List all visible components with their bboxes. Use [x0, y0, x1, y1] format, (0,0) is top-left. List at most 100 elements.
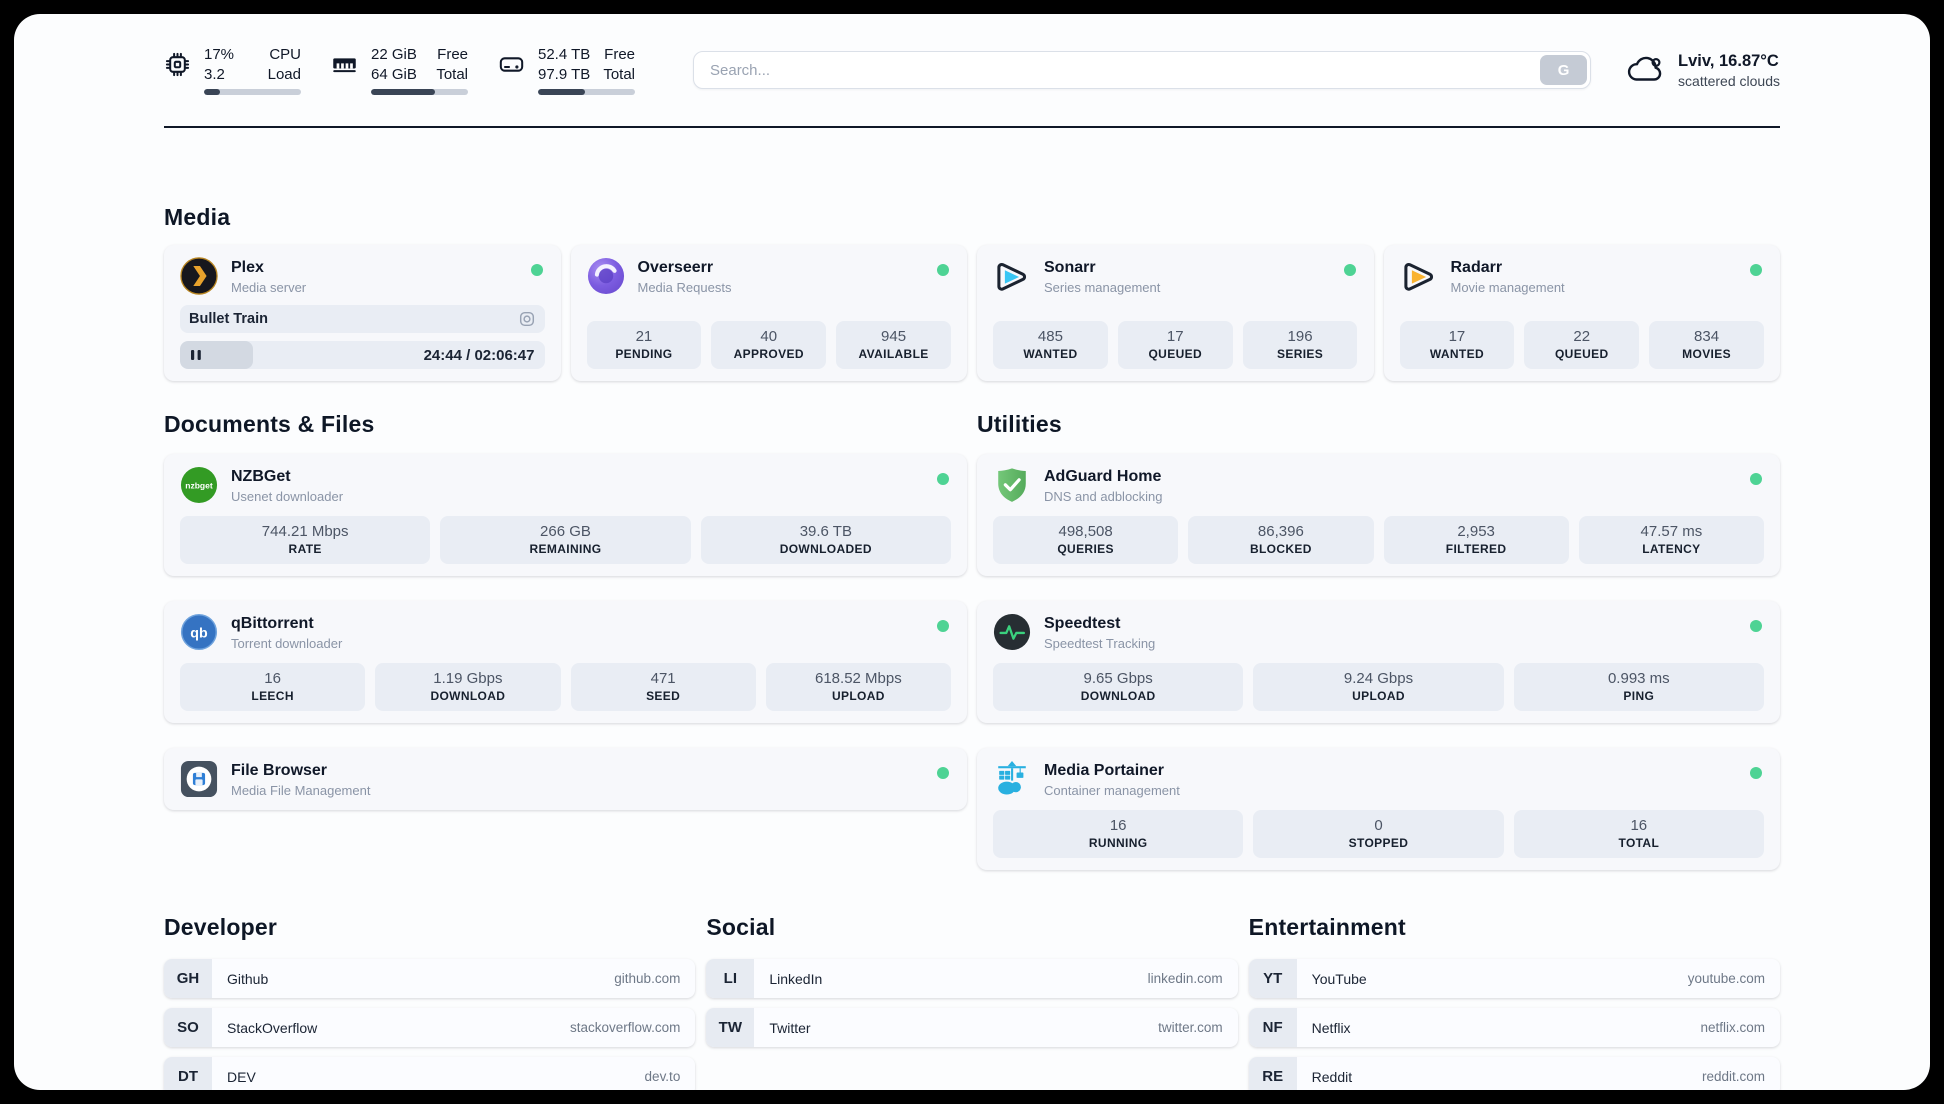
- service-card-radarr[interactable]: Radarr Movie management 17 WANTED 22 QUEUE…: [1383, 245, 1780, 381]
- bookmark-name: Netflix: [1311, 1019, 1351, 1036]
- bookmark-name: Twitter: [769, 1019, 811, 1036]
- service-name: Media Portainer: [1044, 762, 1165, 779]
- service-desc: Series management: [1044, 280, 1161, 295]
- status-dot: [937, 473, 949, 485]
- service-card-portainer[interactable]: Media Portainer Container management 16 R…: [977, 748, 1780, 870]
- now-playing-title: Bullet Train: [189, 311, 268, 327]
- bookmark-group-entertainment: Entertainment YT YouTube youtube.com NF …: [1248, 914, 1780, 1090]
- service-card-plex[interactable]: Plex Media server Bullet Train: [164, 245, 561, 381]
- service-desc: Speedtest Tracking: [1044, 636, 1156, 651]
- disk-icon: [498, 45, 525, 96]
- svg-text:nzbget: nzbget: [185, 480, 213, 490]
- bookmark-abbr: NF: [1248, 1008, 1297, 1047]
- bookmark-twitter[interactable]: TW Twitter twitter.com: [706, 1008, 1238, 1047]
- playback-time: 24:44 / 02:06:47: [423, 346, 535, 364]
- cloud-icon: [1625, 50, 1665, 90]
- stat-total: 16 TOTAL: [1513, 810, 1764, 858]
- service-name: Radarr: [1450, 259, 1503, 276]
- filebrowser-icon: [180, 760, 218, 798]
- memory-total-value: 64 GiB: [371, 65, 417, 83]
- search-provider-button[interactable]: G: [1540, 55, 1588, 85]
- cpu-icon: [164, 45, 191, 96]
- bookmark-abbr: LI: [706, 959, 755, 998]
- status-dot: [530, 264, 543, 276]
- disk-total-label: Total: [603, 65, 635, 83]
- stat-seed: 471 SEED: [570, 663, 756, 711]
- weather-location-temp: Lviv, 16.87°C: [1678, 51, 1779, 70]
- search-input[interactable]: [693, 51, 1592, 89]
- service-card-qbittorrent[interactable]: qb qBittorrent Torrent downloader 16 LEEC…: [164, 601, 967, 723]
- bookmark-url: dev.to: [644, 1069, 681, 1084]
- status-dot: [937, 620, 949, 632]
- bookmark-youtube[interactable]: YT YouTube youtube.com: [1248, 959, 1780, 998]
- overseerr-icon: [587, 257, 625, 295]
- status-dot: [937, 264, 949, 276]
- bookmark-url: linkedin.com: [1147, 971, 1223, 986]
- bookmark-group-developer: Developer GH Github github.com SO StackO…: [164, 914, 696, 1090]
- cpu-value: 17%: [204, 45, 235, 63]
- service-card-overseerr[interactable]: Overseerr Media Requests 21 PENDING 40 APP…: [570, 245, 967, 381]
- disk-free-value: 52.4 TB: [538, 45, 591, 63]
- memory-free-value: 22 GiB: [371, 45, 417, 63]
- disk-widget: 52.4 TB Free 97.9 TB Total: [498, 45, 635, 96]
- bookmark-url: netflix.com: [1700, 1020, 1765, 1035]
- stat-ping: 0.993 ms PING: [1513, 663, 1764, 711]
- bookmark-stackoverflow[interactable]: SO StackOverflow stackoverflow.com: [164, 1008, 696, 1047]
- bookmark-abbr: SO: [164, 1008, 212, 1047]
- bookmark-name: Github: [227, 970, 269, 987]
- status-dot: [1750, 473, 1762, 485]
- stat-movies: 834 MOVIES: [1649, 321, 1764, 369]
- service-name: Overseerr: [637, 259, 714, 276]
- bookmark-abbr: RE: [1248, 1057, 1297, 1090]
- service-desc: Container management: [1044, 783, 1180, 798]
- speedtest-icon: [993, 613, 1031, 651]
- service-card-sonarr[interactable]: Sonarr Series management 485 WANTED 17 QUE…: [977, 245, 1374, 381]
- service-card-filebrowser[interactable]: File Browser Media File Management: [164, 748, 967, 810]
- bookmark-netflix[interactable]: NF Netflix netflix.com: [1248, 1008, 1780, 1047]
- disk-total-value: 97.9 TB: [538, 65, 591, 83]
- stat-latency: 47.57 ms LATENCY: [1578, 516, 1764, 564]
- status-dot: [1343, 264, 1356, 276]
- section-title-documents: Documents & Files: [164, 411, 375, 437]
- bookmark-abbr: DT: [164, 1057, 212, 1090]
- memory-total-label: Total: [436, 65, 468, 83]
- stat-filtered: 2,953 FILTERED: [1383, 516, 1569, 564]
- stat-stopped: 0 STOPPED: [1253, 810, 1504, 858]
- stat-series: 196 SERIES: [1242, 321, 1358, 369]
- memory-icon: [331, 45, 358, 96]
- stat-approved: 40 APPROVED: [711, 321, 827, 369]
- bookmark-url: github.com: [614, 971, 681, 986]
- stat-downloaded: 39.6 TB DOWNLOADED: [700, 516, 951, 564]
- bookmark-linkedin[interactable]: LI LinkedIn linkedin.com: [706, 959, 1238, 998]
- service-name: Speedtest: [1044, 615, 1121, 632]
- now-playing-row: Bullet Train: [180, 305, 545, 333]
- service-name: Plex: [231, 259, 264, 276]
- topbar-divider: [164, 126, 1780, 128]
- memory-progress-bar: [371, 89, 468, 96]
- stat-running: 16 RUNNING: [993, 810, 1244, 858]
- service-card-nzbget[interactable]: nzbget NZBGet Usenet downloader 744.21 M…: [164, 454, 967, 576]
- bookmark-abbr: GH: [164, 959, 212, 998]
- bookmark-reddit[interactable]: RE Reddit reddit.com: [1248, 1057, 1780, 1090]
- bookmark-url: youtube.com: [1687, 971, 1765, 986]
- bookmark-name: StackOverflow: [227, 1019, 318, 1036]
- section-title-utilities: Utilities: [977, 411, 1062, 437]
- playback-progress: 24:44 / 02:06:47: [180, 341, 545, 369]
- service-desc: Torrent downloader: [231, 636, 343, 651]
- service-card-speedtest[interactable]: Speedtest Speedtest Tracking 9.65 Gbps DO…: [977, 601, 1780, 723]
- bookmark-name: LinkedIn: [769, 970, 823, 987]
- service-name: AdGuard Home: [1044, 468, 1162, 485]
- cpu-widget: 17% CPU 3.2 Load: [164, 45, 301, 96]
- service-card-adguard[interactable]: AdGuard Home DNS and adblocking 498,508 Q…: [977, 454, 1780, 576]
- top-bar: 17% CPU 3.2 Load 22 GiB Free 64 GiB Total: [164, 44, 1780, 96]
- bookmark-github[interactable]: GH Github github.com: [164, 959, 696, 998]
- service-desc: Media Requests: [637, 280, 732, 295]
- stat-download: 9.65 Gbps DOWNLOAD: [993, 663, 1244, 711]
- cpu-label: CPU: [269, 45, 301, 63]
- service-name: qBittorrent: [231, 615, 314, 632]
- section-title-media: Media: [164, 204, 231, 230]
- bookmark-abbr: YT: [1248, 959, 1297, 998]
- bookmark-dev[interactable]: DT DEV dev.to: [164, 1057, 696, 1090]
- stat-wanted: 17 WANTED: [1399, 321, 1515, 369]
- section-title-developer: Developer: [164, 914, 278, 940]
